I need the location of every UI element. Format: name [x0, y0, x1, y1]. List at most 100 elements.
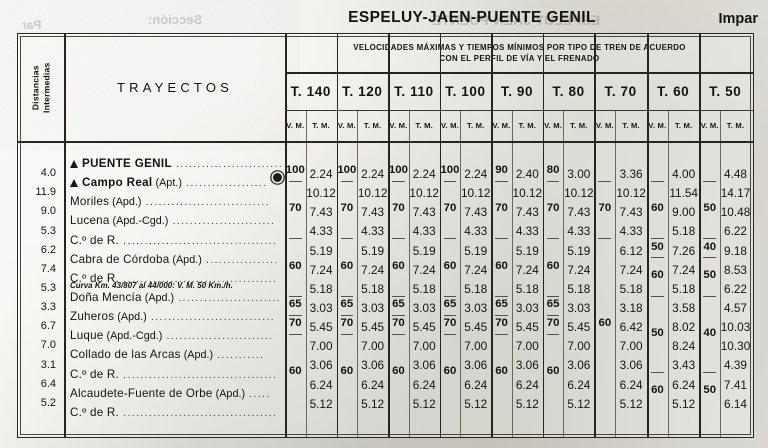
- station-triangle-icon: [70, 160, 78, 168]
- distance-value-2: 11.9: [35, 186, 56, 199]
- train-type-header-t120: T. 120: [342, 83, 383, 99]
- vm-span-separator: [546, 314, 560, 316]
- train-type-header-t90: T. 90: [500, 83, 534, 99]
- tm-value: 6.12: [619, 243, 643, 258]
- tm-value: 5.18: [567, 281, 591, 296]
- tm-value: 5.19: [464, 243, 488, 258]
- tm-value: 6.24: [309, 377, 333, 392]
- subheader-tm-6: T. M.: [622, 121, 640, 130]
- vm-span-separator: [546, 180, 560, 182]
- vm-value: 65: [340, 297, 354, 310]
- vm-span-separator: [392, 295, 405, 297]
- tm-value: 2.40: [515, 166, 539, 181]
- tm-value: 5.18: [515, 281, 539, 296]
- station-name: Collado de las Arcas: [70, 348, 181, 362]
- subheader-vm-7: V. M.: [648, 121, 667, 130]
- timetable-body: 4.0 11.9 9.0 5.3 6.2 7.4 5.3 3.3 6.7 7.0 3.1 6.4 5.2…: [18, 141, 753, 437]
- station-name: Doña Mencía: [70, 291, 142, 304]
- vm-value: 70: [340, 202, 354, 215]
- station-name: C.º de R.: [70, 405, 120, 419]
- vm-span-separator: [495, 295, 508, 297]
- subheader-vm-5: V. M.: [544, 121, 563, 130]
- rule-vm-tm-split-8: [720, 110, 722, 437]
- rule-column-divider-4: [542, 34, 545, 437]
- tm-value: 6.24: [619, 377, 643, 392]
- vm-span-separator: [443, 314, 457, 316]
- tm-value: 10.12: [409, 186, 439, 201]
- tm-value: 14.17: [720, 186, 751, 201]
- vm-span-separator: [289, 314, 302, 316]
- vm-value: 60: [598, 317, 612, 330]
- vm-span-separator: [495, 238, 508, 240]
- vm-span-separator: [443, 333, 457, 335]
- vm-span-separator: [289, 180, 302, 182]
- rule-column-divider-7: [699, 34, 702, 437]
- station-type-suffix: (Apd.): [180, 349, 214, 362]
- vm-span-separator: [495, 333, 508, 335]
- timetable-frame: Distancias Intermedias TRAYECTOS VELOCID…: [17, 33, 754, 438]
- vm-value: 70: [546, 202, 560, 215]
- station-row: Doña Mencía (Apd.) .....................…: [70, 291, 282, 304]
- tm-value: 3.03: [464, 300, 488, 315]
- tm-value: 10.12: [460, 186, 491, 201]
- vm-value: 60: [288, 259, 302, 272]
- leader-dots: ........................: [168, 216, 276, 228]
- tm-value: 3.06: [515, 358, 539, 373]
- tm-value: 3.03: [412, 300, 436, 315]
- tm-value: 4.33: [464, 224, 488, 239]
- tm-value: 10.12: [306, 186, 336, 201]
- distances-column-header: Distancias Intermedias: [18, 34, 64, 141]
- station-name: C.º de R.: [70, 271, 120, 285]
- leader-dots: ....................................: [119, 273, 278, 285]
- tm-value: 7.00: [464, 339, 488, 354]
- leader-dots: .................: [201, 254, 279, 266]
- vm-value: 50: [651, 326, 664, 339]
- vm-value: 70: [288, 202, 302, 215]
- tm-value: 5.45: [464, 320, 488, 335]
- vm-value: 60: [392, 364, 405, 377]
- tm-value: 3.06: [309, 358, 333, 373]
- tm-value: 10.12: [357, 186, 388, 201]
- vm-span-separator: [703, 180, 717, 182]
- leader-dots: ....................................: [119, 235, 278, 247]
- tm-value: 8.53: [724, 262, 747, 277]
- vm-value: 65: [546, 297, 560, 310]
- vm-value: 60: [340, 364, 354, 377]
- vm-span-separator: [340, 314, 354, 316]
- tm-value: 5.18: [672, 281, 696, 296]
- station-name: Campo Real: [82, 176, 153, 190]
- rule-column-divider-3: [491, 34, 493, 437]
- tm-value: 4.33: [309, 224, 333, 239]
- leader-dots: ...........: [213, 350, 265, 362]
- tm-value: 3.58: [672, 300, 696, 315]
- tm-value: 4.57: [724, 300, 747, 315]
- vm-span-separator: [546, 333, 560, 335]
- station-name: PUENTE GENIL: [82, 157, 172, 170]
- tm-value: 3.00: [567, 166, 591, 181]
- vm-span-separator: [340, 238, 354, 240]
- rule-under-speeds-header: [285, 72, 753, 74]
- vm-value: 60: [443, 364, 457, 377]
- tm-value: 4.00: [672, 166, 696, 181]
- vm-value: 100: [337, 163, 357, 176]
- tm-value: 7.24: [567, 262, 591, 277]
- vm-span-separator: [392, 180, 405, 182]
- tm-value: 6.24: [412, 377, 436, 392]
- page-title: ESPELUY-JAEN-PUENTE GENIL: [348, 9, 596, 26]
- routes-column-header: TRAYECTOS: [65, 34, 285, 141]
- tm-value: 7.24: [464, 262, 488, 277]
- tm-value: 3.03: [309, 300, 333, 315]
- leader-dots: ....................................: [119, 369, 278, 381]
- tm-value: 7.24: [619, 262, 643, 277]
- station-type-suffix: (Apt.): [152, 177, 182, 190]
- station-type-suffix: (Apd.): [212, 387, 246, 400]
- tm-value: 5.12: [672, 396, 696, 411]
- tm-value: 7.00: [619, 339, 643, 354]
- train-type-header-t100: T. 100: [445, 83, 486, 99]
- distance-value-6: 7.4: [40, 262, 56, 275]
- tm-value: 3.06: [619, 358, 643, 373]
- tm-value: 7.24: [412, 262, 436, 277]
- parity-label: Impar: [718, 11, 759, 27]
- station-row: C.º de R. ..............................…: [70, 368, 282, 381]
- distance-value-5: 6.2: [40, 243, 56, 256]
